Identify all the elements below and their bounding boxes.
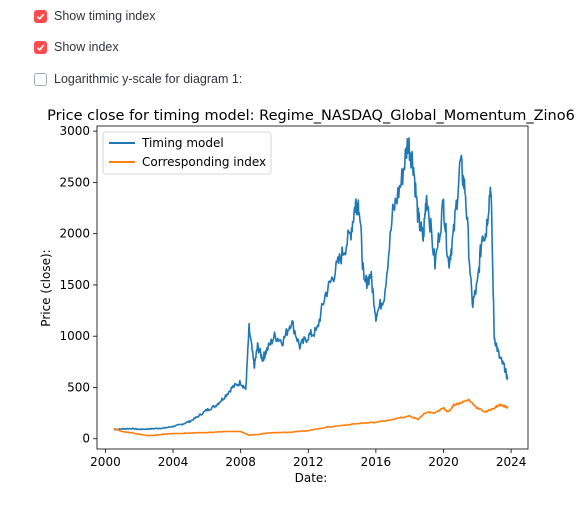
series-line-timing-model [113,137,509,431]
legend: Timing model Corresponding index [102,131,272,175]
y-tick-label: 3000 [59,124,90,138]
price-chart-svg: Price close for timing model: Regime_NAS… [39,108,575,485]
show-timing-index-label: Show timing index [54,9,156,23]
plot-frame [96,125,529,450]
series-layer [113,137,509,437]
y-tick-label: 1000 [59,329,90,343]
x-tick-label: 2000 [90,455,121,469]
y-axis-label: Price (close): [39,249,53,326]
x-tick-label: 2024 [496,455,527,469]
check-icon [36,13,45,20]
show-timing-index-checkbox-row[interactable]: Show timing index [34,8,155,24]
log-scale-label: Logarithmic y-scale for diagram 1: [54,72,243,86]
y-tick-label: 2000 [59,227,90,241]
ticks-layer: 2000 2004 2008 2012 2016 2020 2024 0 500 1000 1500… [59,124,526,469]
log-scale-checkbox[interactable] [34,72,47,86]
show-index-checkbox[interactable] [34,40,47,54]
log-scale-checkbox-row[interactable]: Logarithmic y-scale for diagram 1: [34,71,242,87]
x-tick-label: 2008 [225,455,256,469]
check-icon [36,44,45,51]
x-tick-label: 2016 [361,455,392,469]
y-tick-label: 500 [67,380,90,394]
y-tick-label: 2500 [59,175,90,189]
x-tick-label: 2020 [428,455,459,469]
show-index-checkbox-row[interactable]: Show index [34,39,119,55]
x-tick-label: 2012 [293,455,324,469]
legend-box [102,131,272,175]
y-tick-label: 0 [82,432,90,446]
show-index-label: Show index [54,40,119,54]
legend-label-index: Corresponding index [142,155,266,169]
show-timing-index-checkbox[interactable] [34,9,47,23]
legend-label-timing: Timing model [141,136,224,150]
x-tick-label: 2004 [158,455,189,469]
series-line-corresponding-index [113,398,509,437]
price-chart: Price close for timing model: Regime_NAS… [0,100,582,500]
chart-title: Price close for timing model: Regime_NAS… [47,108,575,124]
x-axis-label: Date: [295,471,328,485]
y-tick-label: 1500 [59,278,90,292]
